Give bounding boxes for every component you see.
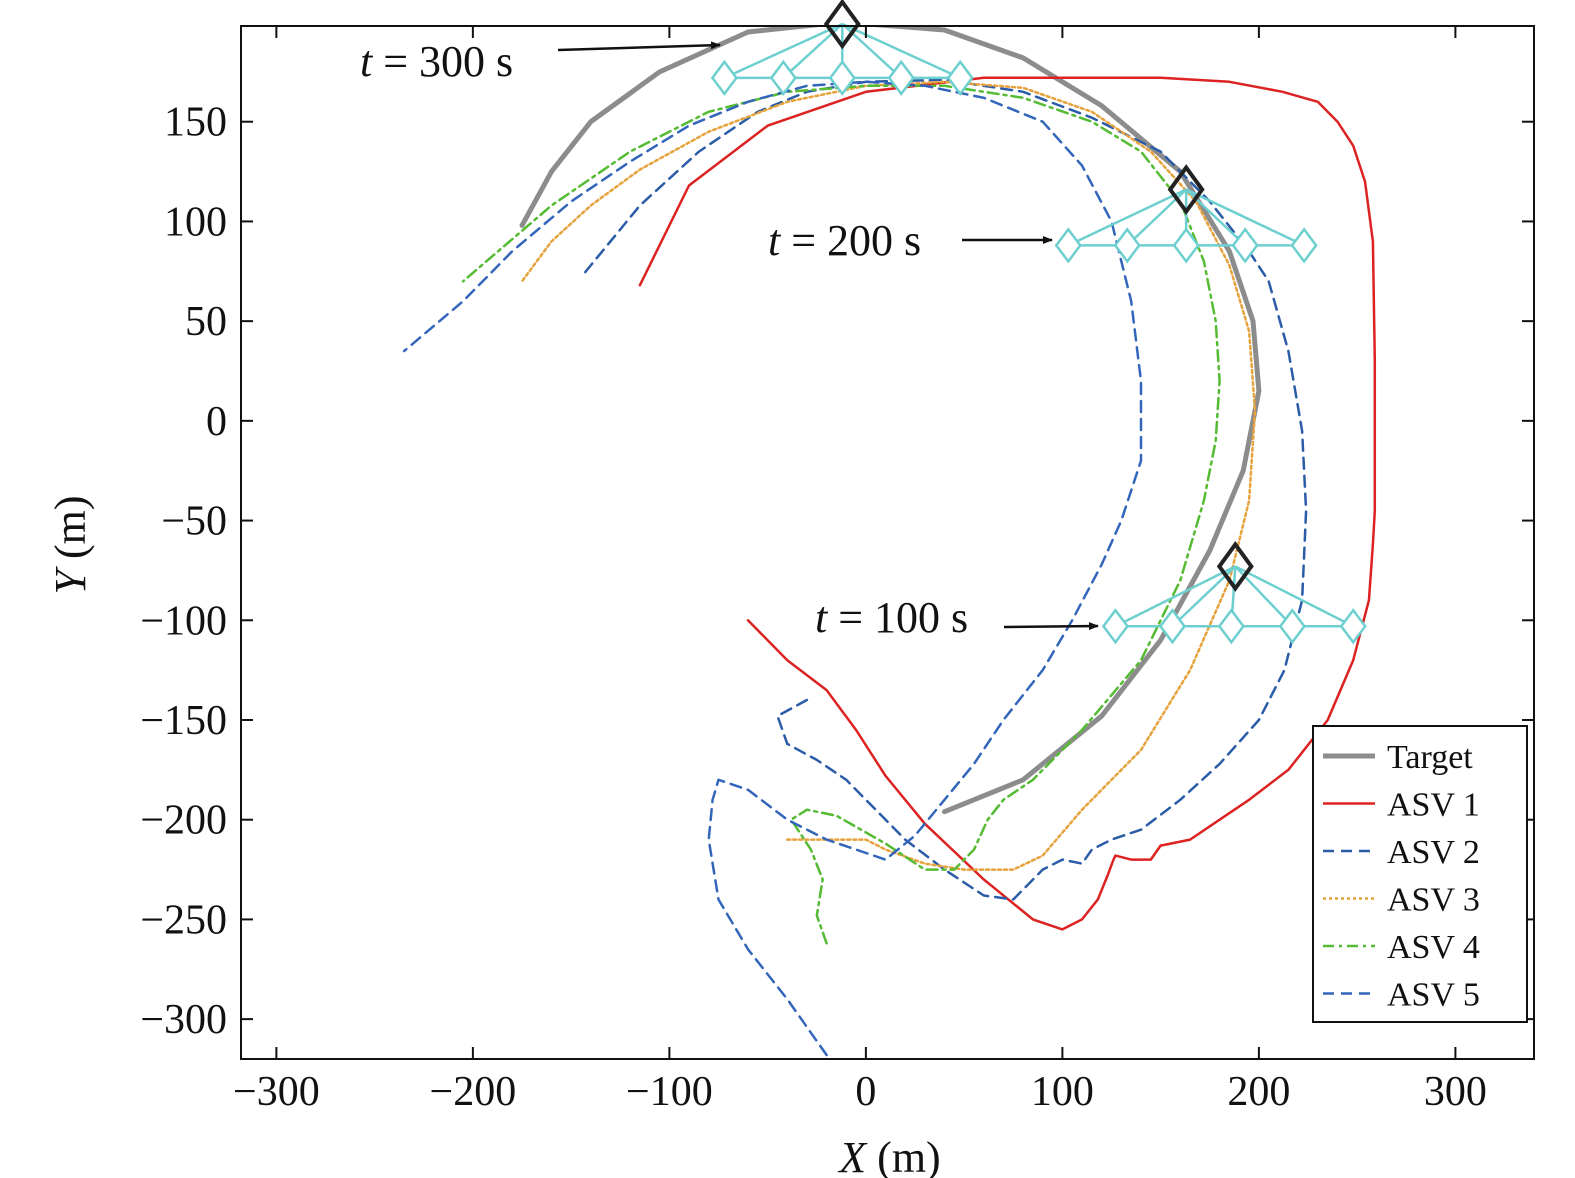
formation-1 xyxy=(1101,541,1367,645)
svg-text:t = 300 s: t = 300 s xyxy=(360,37,513,86)
y-tick-label: −300 xyxy=(140,997,227,1043)
series-line-asv-3 xyxy=(520,80,1257,871)
annotation-t300-arrow xyxy=(557,41,721,52)
y-axis-var: Y xyxy=(46,566,95,595)
series-line-asv-4 xyxy=(461,84,1221,945)
annotation-t100-arrow xyxy=(1003,622,1099,631)
follower-marker xyxy=(887,59,915,96)
legend-label: ASV 3 xyxy=(1387,882,1480,919)
follower-marker xyxy=(1172,227,1200,264)
follower-marker xyxy=(828,59,856,96)
x-axis-label: X (m) xyxy=(837,1133,940,1178)
legend-box xyxy=(1312,725,1528,1023)
legend-label: ASV 4 xyxy=(1387,929,1480,966)
series-line-asv-5 xyxy=(402,80,1143,1057)
follower-marker xyxy=(1113,227,1141,264)
annotation-t100: t = 100 s xyxy=(815,593,1099,642)
x-tick-label: 300 xyxy=(1424,1069,1487,1115)
x-tick-label: 0 xyxy=(855,1069,876,1115)
x-tick-label: 100 xyxy=(1031,1069,1094,1115)
follower-marker xyxy=(1054,227,1082,264)
annotation-t100-var: t xyxy=(815,593,829,642)
series-lines xyxy=(402,26,1377,1057)
follower-marker xyxy=(710,59,738,96)
y-tick-label: −200 xyxy=(140,798,227,844)
axis-ticks: −300 −200 −100 0 100 200 300 −300 −250 −200 −150 −1… xyxy=(140,26,1534,1115)
series-line-asv-2 xyxy=(579,78,1308,901)
follower-marker xyxy=(1290,227,1318,264)
plot-frame xyxy=(240,25,1535,1060)
follower-marker xyxy=(1231,227,1259,264)
x-tick-label: −100 xyxy=(626,1069,713,1115)
annotation-t300: t = 300 s xyxy=(360,37,721,86)
y-axis-label: Y (m) xyxy=(46,495,95,594)
annotation-t200-text: = 200 s xyxy=(780,216,921,265)
x-tick-label: −200 xyxy=(430,1069,517,1115)
follower-marker xyxy=(1158,608,1186,645)
svg-text:t = 100 s: t = 100 s xyxy=(815,593,968,642)
legend-label: Target xyxy=(1387,739,1473,776)
formation-link xyxy=(841,22,961,79)
formation-markers xyxy=(710,0,1367,645)
formation-2 xyxy=(1054,164,1318,264)
leader-marker xyxy=(823,0,861,50)
legend-label: ASV 5 xyxy=(1387,977,1480,1014)
y-tick-label: 0 xyxy=(206,399,227,445)
follower-marker xyxy=(769,59,797,96)
annotation-t300-text: = 300 s xyxy=(372,37,513,86)
follower-marker xyxy=(1339,608,1367,645)
annotation-t100-text: = 100 s xyxy=(827,593,968,642)
x-tick-label: 200 xyxy=(1227,1069,1290,1115)
formation-link xyxy=(1234,565,1354,628)
y-tick-label: 50 xyxy=(185,299,227,345)
legend-label: ASV 2 xyxy=(1387,834,1480,871)
legend-label: ASV 1 xyxy=(1387,787,1480,824)
y-tick-label: −250 xyxy=(140,897,227,943)
annotation-t200-var: t xyxy=(768,216,782,265)
y-tick-label: −50 xyxy=(161,499,227,545)
series-line-asv-1 xyxy=(638,76,1377,931)
y-tick-label: −150 xyxy=(140,698,227,744)
follower-marker xyxy=(946,59,974,96)
legend: Target ASV 1 ASV 2 ASV 3 ASV 4 ASV 5 xyxy=(1312,725,1528,1023)
x-tick-label: −300 xyxy=(233,1069,320,1115)
x-axis-var: X xyxy=(837,1133,868,1178)
leader-marker xyxy=(1167,164,1205,215)
annotation-t300-var: t xyxy=(360,37,374,86)
annotation-t200: t = 200 s xyxy=(768,216,1053,265)
follower-marker xyxy=(1278,608,1306,645)
y-tick-label: 100 xyxy=(164,199,227,245)
formation-3 xyxy=(710,0,974,96)
y-tick-label: 150 xyxy=(164,100,227,146)
formation-link xyxy=(1185,188,1305,247)
svg-text:t = 200 s: t = 200 s xyxy=(768,216,921,265)
y-axis-unit: (m) xyxy=(46,495,95,559)
follower-marker xyxy=(1101,608,1130,645)
leader-marker xyxy=(1216,541,1254,592)
follower-marker xyxy=(1217,608,1245,645)
x-axis-unit: (m) xyxy=(877,1133,941,1178)
formation-link xyxy=(1114,565,1236,628)
formation-link xyxy=(723,22,843,79)
series-line-target xyxy=(519,26,1262,815)
y-tick-label: −100 xyxy=(140,598,227,644)
formation-link xyxy=(1067,188,1187,247)
